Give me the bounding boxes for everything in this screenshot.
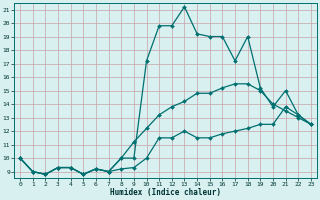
X-axis label: Humidex (Indice chaleur): Humidex (Indice chaleur) (110, 188, 221, 197)
